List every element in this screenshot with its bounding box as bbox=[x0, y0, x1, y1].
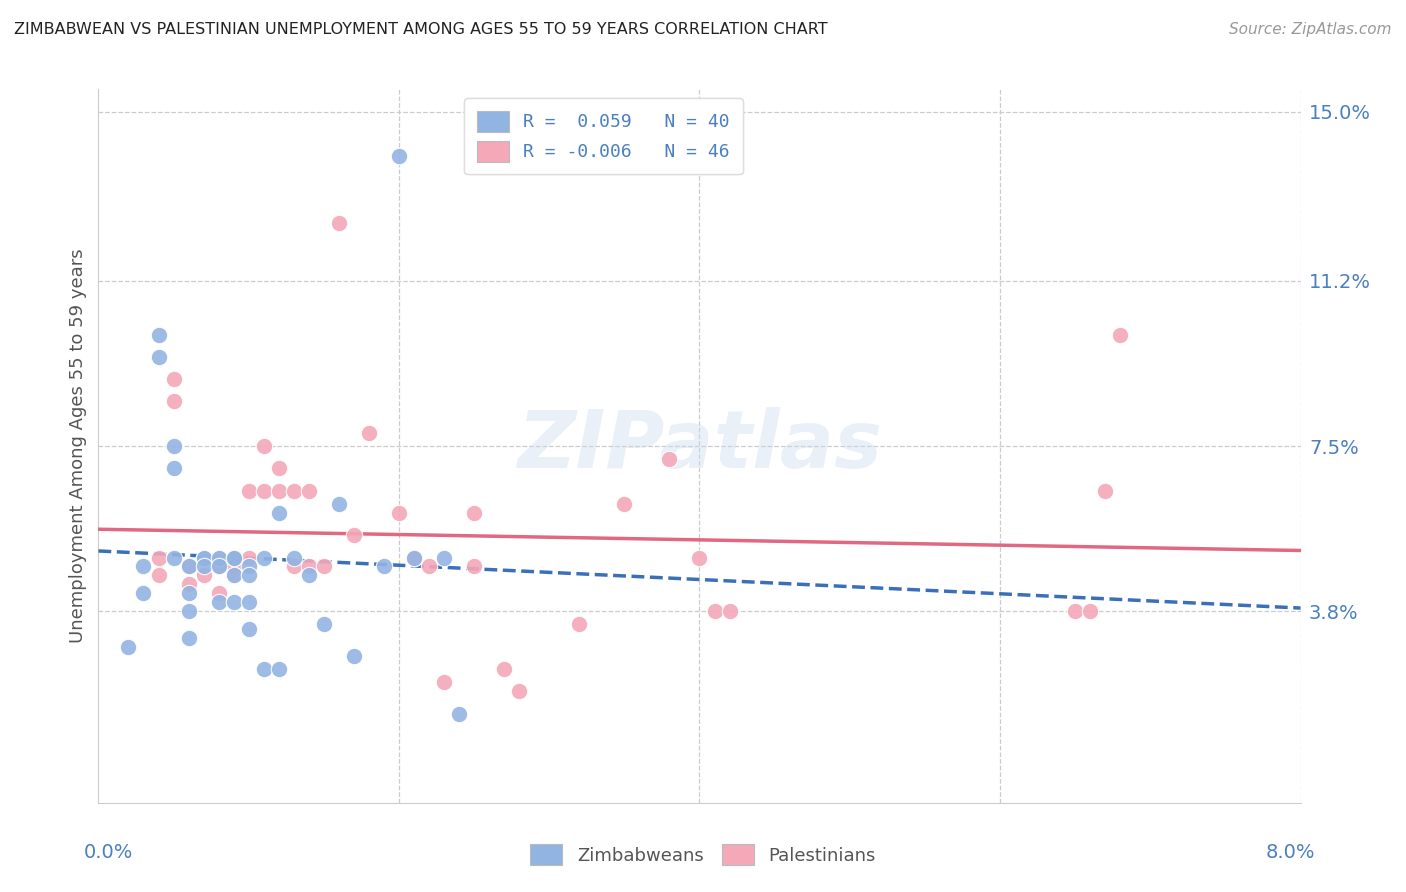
Point bbox=[312, 617, 335, 632]
Point bbox=[222, 568, 245, 582]
Point bbox=[208, 586, 231, 600]
Point bbox=[388, 149, 411, 163]
Point bbox=[283, 483, 305, 498]
Point bbox=[463, 559, 485, 574]
Point bbox=[357, 425, 380, 440]
Point bbox=[1109, 327, 1132, 342]
Point bbox=[238, 550, 260, 565]
Legend: Zimbabweans, Palestinians: Zimbabweans, Palestinians bbox=[522, 835, 884, 874]
Point bbox=[373, 559, 395, 574]
Point bbox=[148, 327, 170, 342]
Point bbox=[343, 528, 366, 542]
Text: 0.0%: 0.0% bbox=[83, 843, 132, 862]
Legend: R =  0.059   N = 40, R = -0.006   N = 46: R = 0.059 N = 40, R = -0.006 N = 46 bbox=[464, 98, 742, 174]
Point bbox=[433, 550, 456, 565]
Point bbox=[463, 506, 485, 520]
Point bbox=[193, 550, 215, 565]
Point bbox=[238, 595, 260, 609]
Point bbox=[447, 706, 470, 721]
Point bbox=[238, 568, 260, 582]
Point bbox=[177, 631, 200, 645]
Point bbox=[222, 559, 245, 574]
Point bbox=[193, 559, 215, 574]
Point bbox=[193, 550, 215, 565]
Point bbox=[253, 662, 276, 676]
Point bbox=[222, 550, 245, 565]
Point bbox=[298, 559, 321, 574]
Point bbox=[613, 497, 636, 511]
Point bbox=[283, 550, 305, 565]
Point bbox=[267, 483, 290, 498]
Point bbox=[222, 595, 245, 609]
Point bbox=[1064, 604, 1087, 618]
Point bbox=[177, 559, 200, 574]
Point bbox=[162, 550, 184, 565]
Point bbox=[208, 550, 231, 565]
Text: ZIMBABWEAN VS PALESTINIAN UNEMPLOYMENT AMONG AGES 55 TO 59 YEARS CORRELATION CHA: ZIMBABWEAN VS PALESTINIAN UNEMPLOYMENT A… bbox=[14, 22, 828, 37]
Point bbox=[328, 216, 350, 230]
Point bbox=[418, 559, 440, 574]
Point bbox=[253, 550, 276, 565]
Point bbox=[162, 439, 184, 453]
Point bbox=[508, 684, 530, 698]
Y-axis label: Unemployment Among Ages 55 to 59 years: Unemployment Among Ages 55 to 59 years bbox=[69, 249, 87, 643]
Point bbox=[253, 483, 276, 498]
Point bbox=[162, 372, 184, 386]
Point bbox=[208, 559, 231, 574]
Point bbox=[568, 617, 591, 632]
Point bbox=[222, 550, 245, 565]
Point bbox=[222, 568, 245, 582]
Point bbox=[208, 559, 231, 574]
Point bbox=[117, 640, 139, 654]
Point bbox=[267, 461, 290, 475]
Point bbox=[148, 350, 170, 364]
Point bbox=[718, 604, 741, 618]
Point bbox=[222, 550, 245, 565]
Text: Source: ZipAtlas.com: Source: ZipAtlas.com bbox=[1229, 22, 1392, 37]
Point bbox=[312, 559, 335, 574]
Point bbox=[148, 550, 170, 565]
Point bbox=[433, 675, 456, 690]
Point bbox=[177, 604, 200, 618]
Point bbox=[494, 662, 516, 676]
Point bbox=[148, 568, 170, 582]
Point bbox=[402, 550, 425, 565]
Point bbox=[343, 648, 366, 663]
Point bbox=[253, 439, 276, 453]
Point bbox=[132, 586, 155, 600]
Point bbox=[177, 559, 200, 574]
Point bbox=[238, 483, 260, 498]
Point bbox=[132, 559, 155, 574]
Point bbox=[177, 577, 200, 591]
Point bbox=[388, 506, 411, 520]
Point bbox=[162, 461, 184, 475]
Point bbox=[177, 586, 200, 600]
Point bbox=[703, 604, 725, 618]
Point bbox=[193, 550, 215, 565]
Text: ZIPatlas: ZIPatlas bbox=[517, 407, 882, 485]
Point bbox=[267, 506, 290, 520]
Point bbox=[298, 483, 321, 498]
Point bbox=[1078, 604, 1101, 618]
Point bbox=[298, 568, 321, 582]
Point bbox=[658, 452, 681, 467]
Point bbox=[162, 394, 184, 409]
Point bbox=[208, 595, 231, 609]
Point bbox=[328, 497, 350, 511]
Point bbox=[283, 559, 305, 574]
Point bbox=[267, 662, 290, 676]
Point bbox=[208, 550, 231, 565]
Point bbox=[1094, 483, 1116, 498]
Point bbox=[689, 550, 711, 565]
Point bbox=[238, 559, 260, 574]
Point bbox=[402, 550, 425, 565]
Text: 8.0%: 8.0% bbox=[1265, 843, 1316, 862]
Point bbox=[193, 568, 215, 582]
Point bbox=[238, 622, 260, 636]
